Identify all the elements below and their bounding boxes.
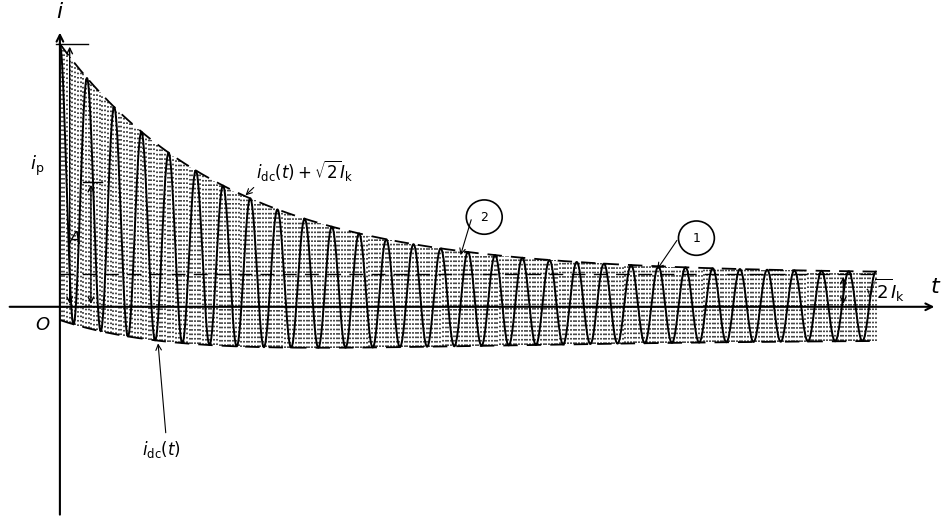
Text: $\sqrt{2}I_{\rm k}$: $\sqrt{2}I_{\rm k}$ bbox=[864, 277, 904, 304]
Text: 2: 2 bbox=[480, 211, 488, 223]
Text: $i_{\rm dc}(t)$: $i_{\rm dc}(t)$ bbox=[142, 439, 180, 460]
Text: $i_{\rm dc}(t)+\sqrt{2}I_{\rm k}$: $i_{\rm dc}(t)+\sqrt{2}I_{\rm k}$ bbox=[256, 158, 352, 183]
Text: $A$: $A$ bbox=[68, 230, 81, 248]
Text: $i_{\rm p}$: $i_{\rm p}$ bbox=[30, 154, 44, 178]
Text: $t$: $t$ bbox=[930, 277, 941, 297]
Text: $O$: $O$ bbox=[35, 316, 50, 334]
Text: $i$: $i$ bbox=[56, 2, 64, 22]
Text: 1: 1 bbox=[693, 232, 700, 244]
